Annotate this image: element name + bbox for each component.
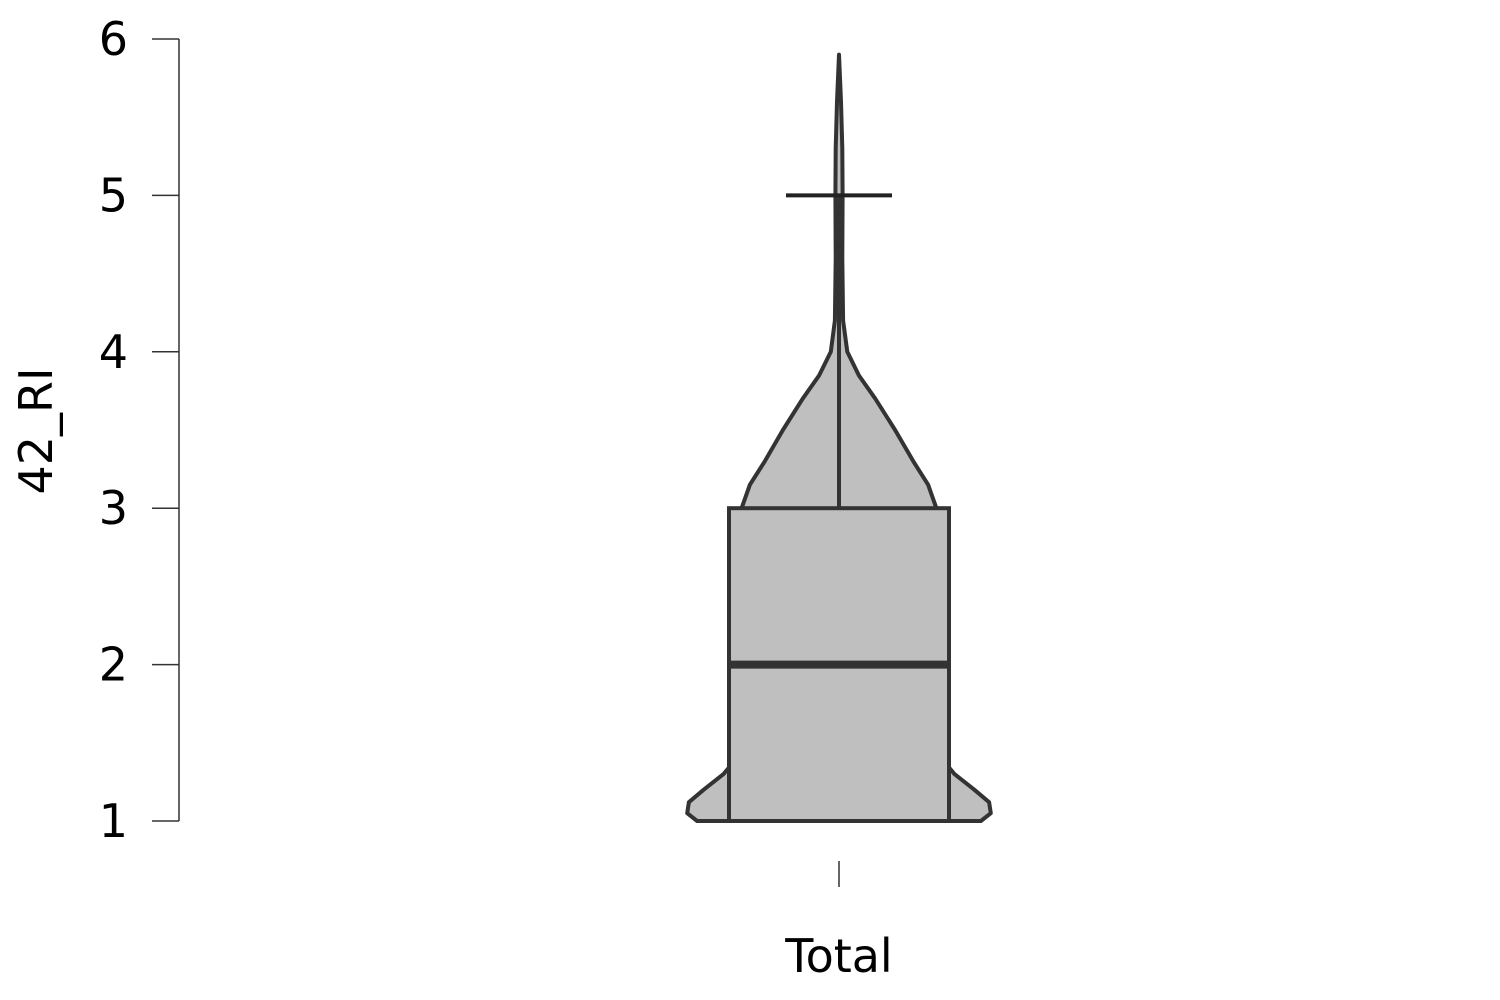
y-tick-label: 5: [99, 168, 128, 222]
y-axis-title: 42_RI: [9, 367, 63, 494]
y-tick-label: 3: [99, 481, 128, 535]
y-tick-label: 6: [99, 12, 128, 66]
y-axis: 1 2 3 4 5 6: [99, 12, 180, 848]
x-tick-label: Total: [784, 929, 892, 983]
y-tick-label: 4: [99, 325, 128, 379]
y-tick-label: 2: [99, 638, 128, 692]
plot-area: [685, 52, 993, 823]
y-tick-label: 1: [99, 794, 128, 848]
x-axis: Total: [784, 861, 893, 983]
